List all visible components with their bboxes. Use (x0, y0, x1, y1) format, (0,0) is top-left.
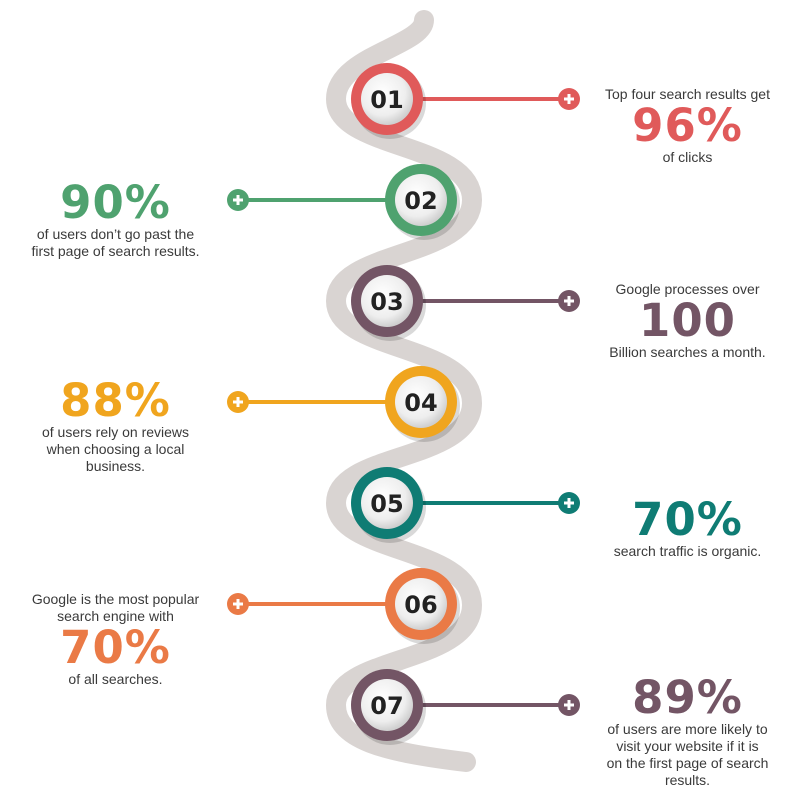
step-03-text: Google processes over 100 Billion searches… (580, 281, 795, 361)
stat-highlight: 70% (632, 493, 743, 546)
stat-description: search traffic is organic. (613, 543, 762, 559)
plus-icon (558, 290, 580, 312)
badge-face (361, 477, 413, 529)
plus-icon (558, 694, 580, 716)
badge-face (395, 578, 447, 630)
badge-face (395, 376, 447, 428)
step-05: 05 (351, 467, 580, 543)
step-05-text: 70% search traffic is organic. (580, 497, 795, 560)
stat-description: Google processes over (615, 281, 760, 297)
step-number: 06 (404, 591, 437, 619)
stat-description: of all searches. (68, 671, 163, 687)
stat-highlight: 90% (60, 176, 171, 229)
stat-description: of users rely on reviews (41, 424, 190, 440)
winding-road (326, 10, 482, 772)
plus-icon (558, 88, 580, 110)
stat-description: of clicks (662, 149, 713, 165)
stat-description: visit your website if it is (616, 738, 759, 754)
stat-highlight: 96% (632, 99, 743, 152)
stat-highlight: 100 (639, 294, 736, 347)
stat-highlight: 70% (60, 621, 171, 674)
plus-icon (227, 391, 249, 413)
stat-description: of users are more likely to (607, 721, 768, 737)
stat-description: results. (664, 772, 711, 788)
plus-icon (227, 189, 249, 211)
step-number: 07 (370, 692, 403, 720)
stat-description: first page of search results. (31, 243, 200, 259)
stat-description: business. (85, 458, 146, 474)
step-number: 01 (370, 86, 403, 114)
step-number: 03 (370, 288, 403, 316)
step-07-text: 89% of users are more likely to visit your… (580, 675, 795, 789)
plus-icon (227, 593, 249, 615)
stat-description: of users don’t go past the (36, 226, 195, 242)
step-02-text: 90% of users don’t go past the first page … (8, 180, 223, 260)
step-number: 02 (404, 187, 437, 215)
step-03: 03 (351, 265, 580, 341)
stat-highlight: 89% (632, 671, 743, 724)
stat-description: search engine with (57, 608, 174, 624)
step-02: 02 (227, 164, 460, 240)
badge-face (361, 73, 413, 125)
stat-highlight: 88% (60, 374, 171, 427)
badge-face (361, 679, 413, 731)
stat-description: Billion searches a month. (609, 344, 766, 360)
stat-description: Google is the most popular (31, 591, 200, 607)
step-number: 04 (404, 389, 437, 417)
step-number: 05 (370, 490, 403, 518)
badge-face (361, 275, 413, 327)
step-01-text: Top four search results get 96% of clicks (580, 86, 795, 166)
stat-description: Top four search results get (605, 86, 770, 102)
step-06: 06 (227, 568, 460, 644)
step-04: 04 (227, 366, 460, 442)
stat-description: when choosing a local (46, 441, 185, 457)
step-06-text: Google is the most popular search engine … (8, 591, 223, 688)
badge-face (395, 174, 447, 226)
step-01: 01 (351, 63, 580, 139)
plus-icon (558, 492, 580, 514)
stat-description: on the first page of search (606, 755, 769, 771)
step-07: 07 (351, 669, 580, 745)
step-04-text: 88% of users rely on reviews when choosing… (8, 378, 223, 475)
